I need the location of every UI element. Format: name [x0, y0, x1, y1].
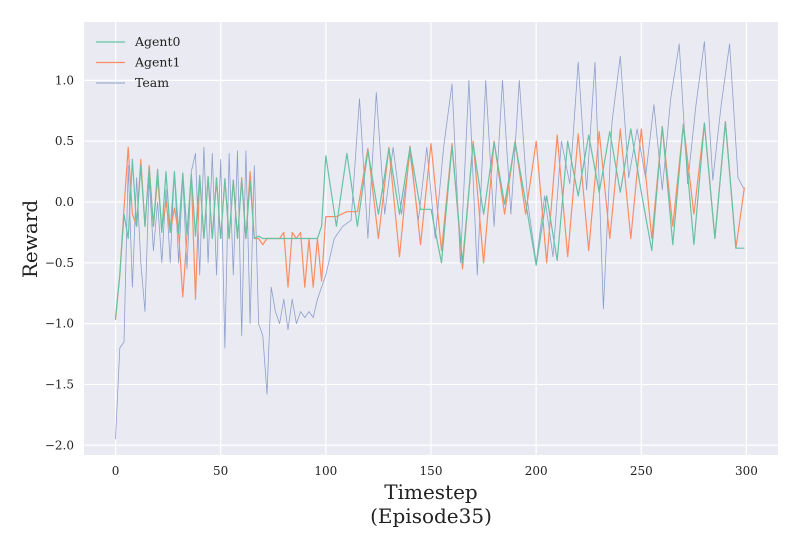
- x-tick-label: 0: [112, 464, 120, 478]
- x-tick-label: 200: [525, 464, 548, 478]
- x-tick-label: 300: [735, 464, 758, 478]
- x-tick-label: 50: [213, 464, 228, 478]
- series-line-agent0: [114, 121, 745, 318]
- gridlines: [84, 22, 778, 455]
- series-line-team: [115, 41, 745, 440]
- legend: Agent0 Agent1 Team: [96, 34, 181, 90]
- x-axis-label-episode: (Episode35): [370, 504, 492, 528]
- x-axis-label: Timestep: [384, 480, 477, 504]
- y-tick-label: 0.0: [55, 195, 74, 209]
- y-tick-label: −2.0: [45, 438, 74, 452]
- x-tick-label: 150: [420, 464, 443, 478]
- legend-label-agent0: Agent0: [134, 34, 181, 49]
- legend-label-agent1: Agent1: [134, 55, 180, 70]
- y-tick-label: 0.5: [55, 134, 74, 148]
- y-tick-label: −0.5: [45, 256, 74, 270]
- x-tick-label: 100: [314, 464, 337, 478]
- y-axis-label: Reward: [18, 200, 42, 278]
- y-tick-label: −1.0: [45, 317, 74, 331]
- y-axis-ticks: −2.0 −1.5 −1.0 −0.5 0.0 0.5 1.0: [45, 73, 74, 452]
- series-lines: [114, 41, 745, 440]
- y-tick-label: −1.5: [45, 377, 74, 391]
- y-tick-label: 1.0: [55, 73, 74, 87]
- x-tick-label: 250: [630, 464, 653, 478]
- x-axis-ticks: 0 50 100 150 200 250 300: [112, 464, 758, 478]
- legend-label-team: Team: [135, 75, 169, 90]
